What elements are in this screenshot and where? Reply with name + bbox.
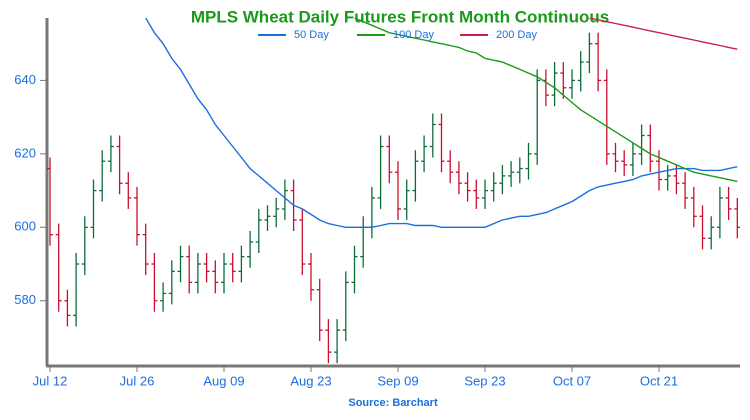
x-tick-label: Oct 07 [553,373,591,388]
x-tick-label: Jul 12 [33,373,68,388]
x-tick-label: Jul 26 [120,373,155,388]
chart-title: MPLS Wheat Daily Futures Front Month Con… [191,7,609,26]
x-tick-label: Aug 09 [203,373,244,388]
x-tick-label: Oct 21 [640,373,678,388]
legend-label: 200 Day [496,29,537,41]
y-tick-label: 580 [14,292,36,307]
y-tick-label: 640 [14,72,36,87]
y-tick-label: 620 [14,145,36,160]
ma-line [589,18,738,50]
plot-area [47,18,740,364]
x-tick-label: Sep 23 [464,373,505,388]
legend-label: 100 Day [393,29,434,41]
x-tick-label: Aug 23 [290,373,331,388]
source: Source: Barchart [348,397,438,409]
legend-label: 50 Day [294,29,329,41]
ma-line [354,18,738,183]
ma-line [145,18,738,228]
y-tick-label: 600 [14,219,36,234]
x-tick-label: Sep 09 [377,373,418,388]
